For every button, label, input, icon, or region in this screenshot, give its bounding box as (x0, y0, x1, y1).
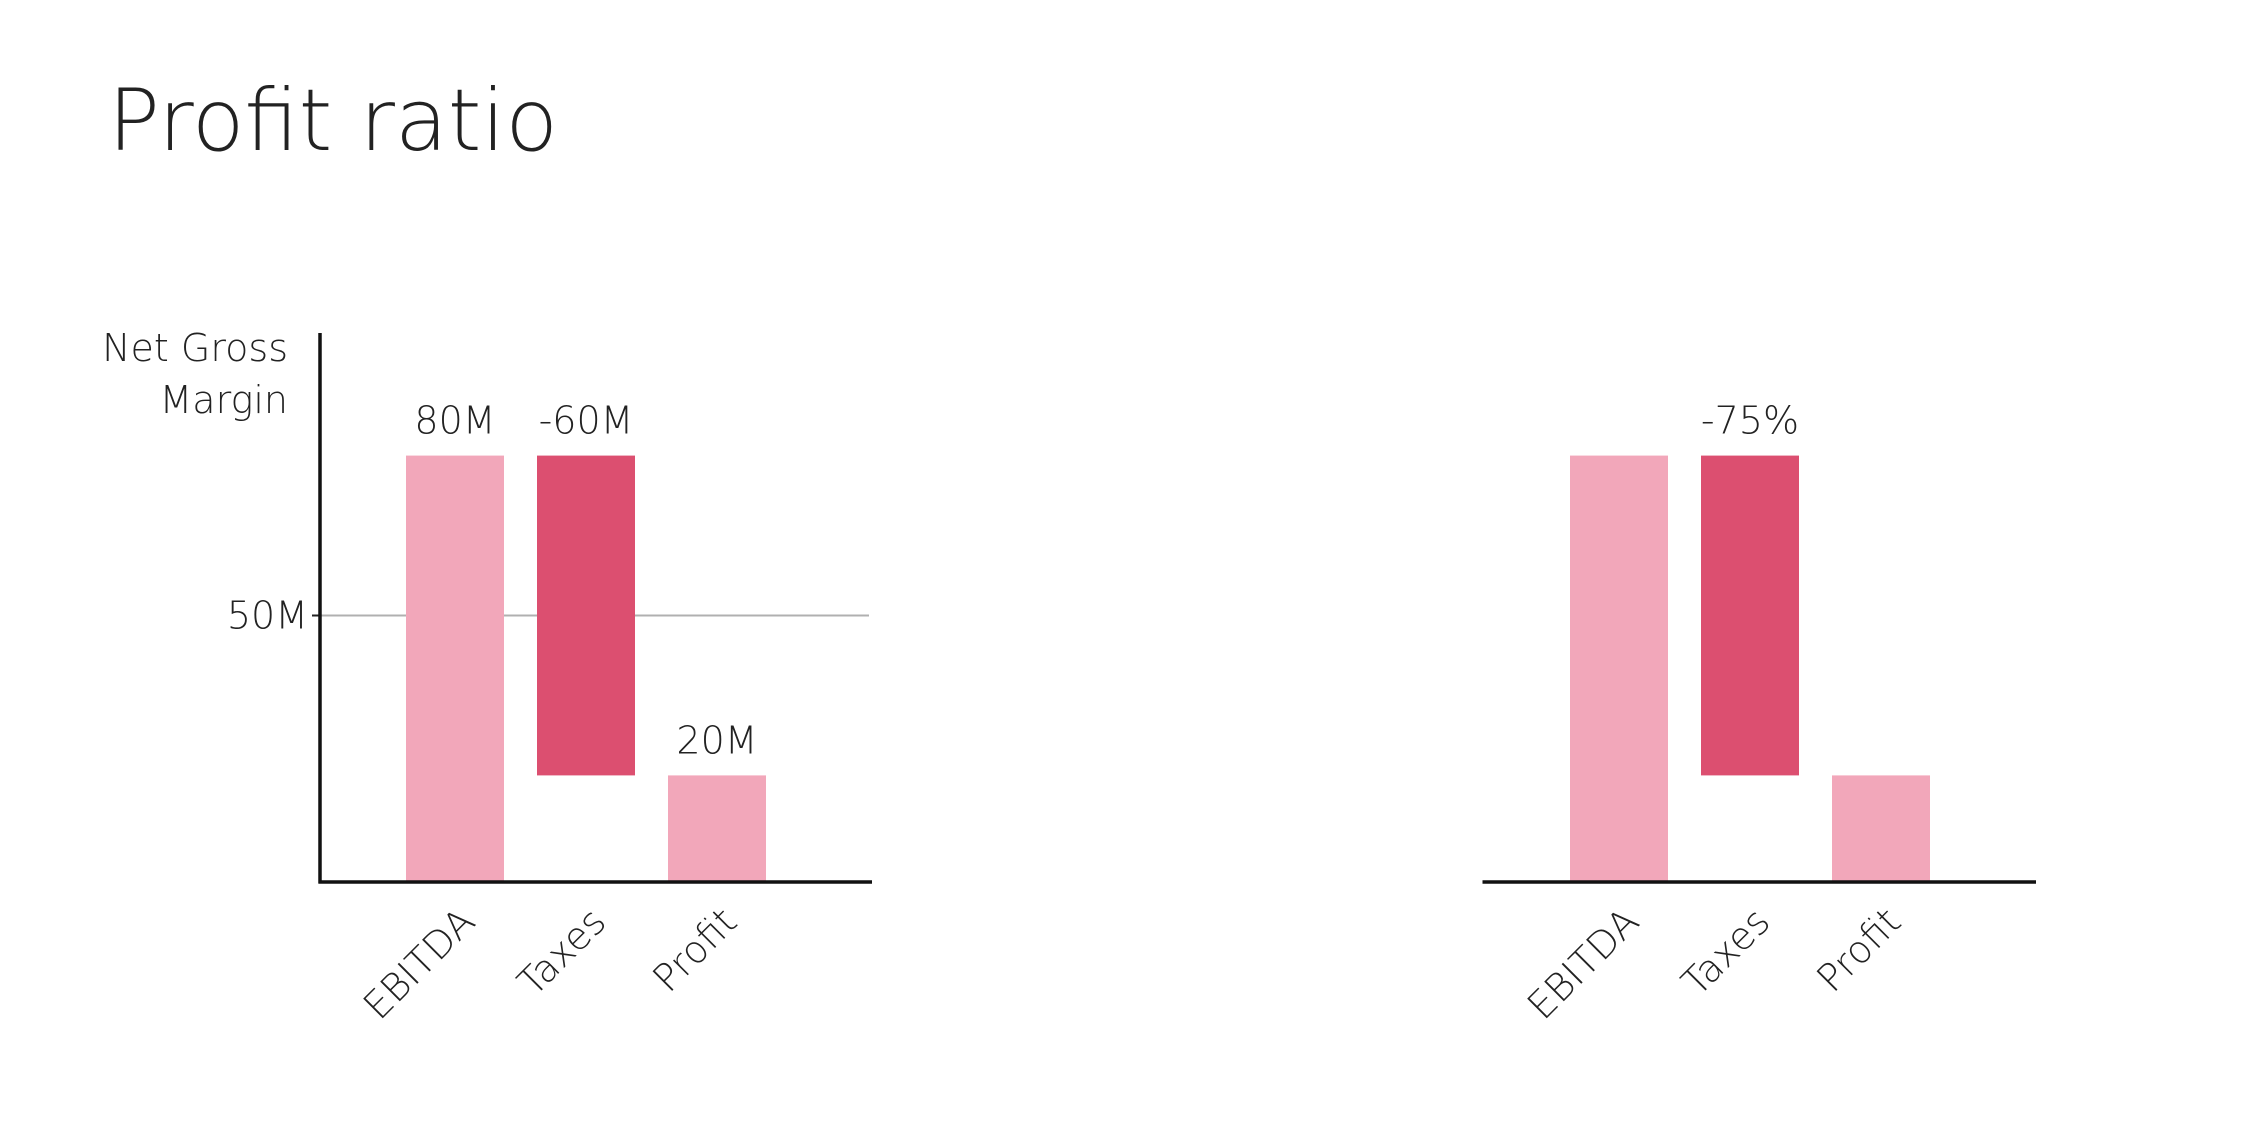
x-tick-label: Profit (644, 899, 745, 1000)
value-label: 20M (676, 718, 757, 762)
bar (406, 455, 504, 882)
x-tick-label: Taxes (509, 899, 614, 1004)
bar (1570, 455, 1668, 882)
bar (1832, 775, 1930, 882)
x-tick-label: EBITDA (355, 899, 484, 1028)
value-label: -60M (539, 399, 634, 443)
value-label: -75% (1701, 399, 1799, 443)
value-label: 80M (414, 399, 495, 443)
page-title: Profit ratio (108, 71, 558, 171)
bar (1701, 455, 1799, 776)
y-axis-label: Net Gross Margin (102, 326, 288, 422)
x-tick-label: Taxes (1673, 899, 1778, 1004)
bar (537, 455, 635, 776)
chart-panel: EBITDA -75% Taxes Profit (1482, 399, 2036, 1028)
chart-panel: 50M 80M EBITDA -60M Taxes 20M Profit (227, 333, 872, 1028)
x-tick-label: EBITDA (1519, 899, 1648, 1028)
x-tick-label: Profit (1808, 899, 1909, 1000)
bar (668, 775, 766, 882)
y-tick-label: 50M (227, 593, 308, 637)
